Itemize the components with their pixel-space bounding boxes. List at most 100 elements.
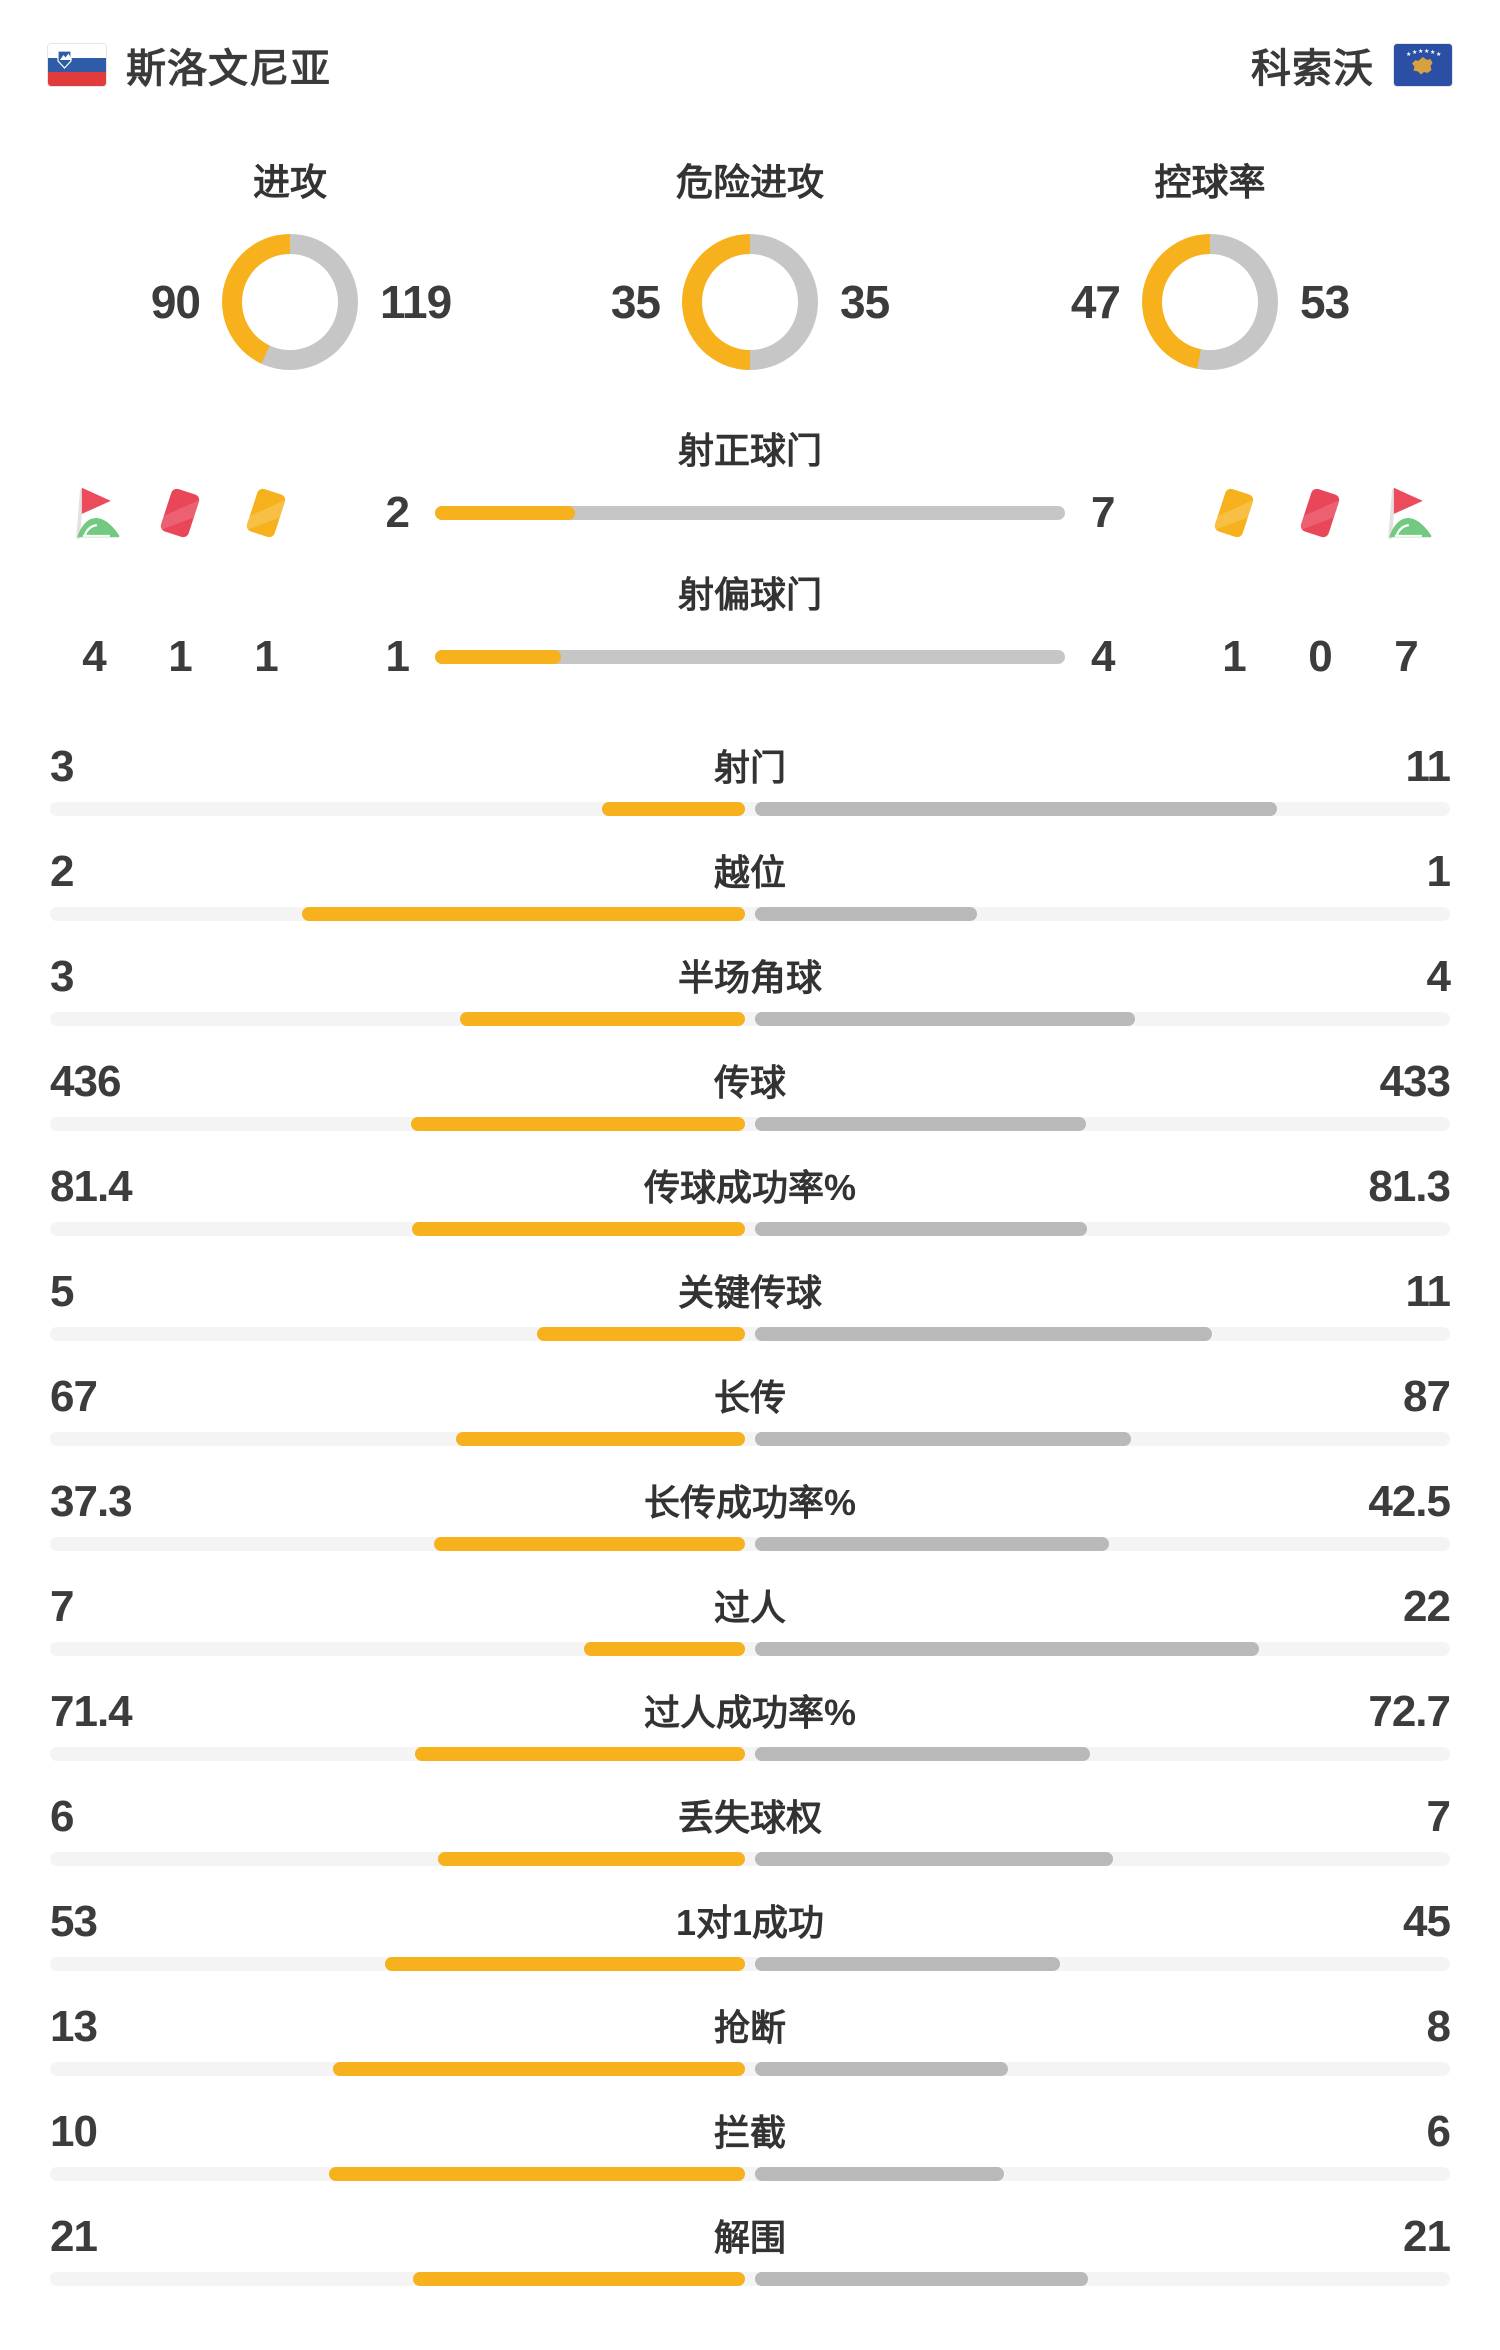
shots-off-target-away-value: 4 [1091, 632, 1115, 681]
stat-bar-track [50, 1327, 1450, 1341]
home-team-name: 斯洛文尼亚 [126, 47, 331, 91]
stat-bar-track [50, 907, 1450, 921]
team-home: 斯洛文尼亚 [48, 36, 331, 94]
stat-home-value: 3 [50, 952, 75, 1001]
shots-off-target-row: 4 1 1 1 4 1 0 7 [0, 624, 1500, 690]
stat-away-value: 11 [1405, 742, 1451, 791]
donut-home-value: 47 [1070, 276, 1121, 328]
donut-ring-chart [222, 234, 358, 370]
stat-row: 53 1对1成功 45 [50, 1897, 1451, 1971]
shots-on-target-home-value: 2 [385, 488, 410, 537]
stat-bar-track [50, 1222, 1450, 1236]
donut-home-value: 90 [150, 276, 201, 328]
stat-label: 传球成功率% [643, 1167, 857, 1208]
donut-row: 47 53 [1024, 234, 1396, 370]
slovenia-flag-icon [48, 44, 106, 86]
home-cards-icons [0, 481, 330, 545]
stat-home-value: 5 [50, 1267, 75, 1316]
stat-bar-away [755, 1117, 1087, 1131]
stat-away-value: 7 [1426, 1792, 1452, 1841]
donut-group: 控球率 47 53 [980, 152, 1440, 370]
stat-bar-home [412, 2272, 745, 2286]
shots-off-target-label: 射偏球门 [677, 574, 822, 615]
stat-away-value: 45 [1403, 1897, 1451, 1946]
donut-group: 危险进攻 35 35 [520, 152, 980, 370]
stat-bar-track [50, 1642, 1450, 1656]
stat-bar-home [329, 2167, 745, 2181]
stat-bar-track [50, 802, 1450, 816]
stats-section: 3 射门 11 2 越位 1 3 半场角球 4 [0, 742, 1500, 2286]
donut-group: 进攻 90 119 [60, 152, 520, 370]
donut-ring-chart [682, 234, 818, 370]
stat-label: 关键传球 [677, 1272, 823, 1313]
stat-home-value: 7 [50, 1582, 75, 1631]
stat-head: 7 过人 22 [50, 1582, 1451, 1632]
stat-label: 1对1成功 [675, 1902, 825, 1943]
stat-bar-home [455, 1432, 745, 1446]
shots-off-target-home-value: 1 [385, 632, 410, 681]
stat-head: 13 抢断 8 [50, 2002, 1451, 2052]
away-red-cards-count: 0 [1308, 632, 1332, 681]
home-cards-counts: 4 1 1 [0, 625, 330, 689]
stat-bar-track [50, 1957, 1450, 1971]
stat-bar-away [755, 2167, 1005, 2181]
red-card-icon [1292, 481, 1348, 545]
stat-bar-away [755, 1957, 1061, 1971]
stat-label: 长传 [713, 1377, 787, 1418]
away-cards-counts: 1 0 7 [1170, 625, 1500, 689]
stat-label: 拦截 [713, 2112, 787, 2153]
stat-bar-home [415, 1747, 745, 1761]
stat-label: 过人 [713, 1587, 787, 1628]
red-card-icon [152, 481, 208, 545]
stat-row: 81.4 传球成功率% 81.3 [50, 1162, 1451, 1236]
stat-away-value: 21 [1403, 2212, 1451, 2261]
stat-away-value: 11 [1405, 1267, 1451, 1316]
stat-bar-home [438, 1852, 745, 1866]
stat-bar-away [755, 907, 977, 921]
stat-bar-home [602, 802, 745, 816]
home-yellow-cards-count: 1 [254, 632, 278, 681]
stat-bar-track [50, 2167, 1450, 2181]
stat-label: 过人成功率% [643, 1692, 857, 1733]
stat-row: 6 丢失球权 7 [50, 1792, 1452, 1866]
stat-bar-home [434, 1537, 745, 1551]
stat-row: 3 半场角球 4 [50, 952, 1451, 1026]
stat-bar-track [50, 2062, 1450, 2076]
stat-label: 半场角球 [677, 957, 823, 998]
stat-head: 2 越位 1 [50, 847, 1451, 897]
donut-home-value: 35 [610, 276, 661, 328]
stat-bar-away [755, 1012, 1135, 1026]
stat-bar-away [755, 1642, 1260, 1656]
stat-head: 10 拦截 6 [50, 2107, 1452, 2157]
stat-home-value: 2 [50, 847, 75, 896]
shots-on-target-away-value: 7 [1091, 488, 1115, 537]
stat-home-value: 6 [50, 1792, 75, 1841]
corner-flag-icon [66, 481, 122, 545]
stat-label: 传球 [713, 1062, 787, 1103]
stat-row: 71.4 过人成功率% 72.7 [50, 1687, 1451, 1761]
stat-away-value: 433 [1379, 1057, 1451, 1106]
shots-off-target-bar-fill [435, 650, 561, 664]
svg-text:★: ★ [1412, 49, 1417, 56]
stat-home-value: 37.3 [50, 1477, 133, 1526]
stat-row: 7 过人 22 [50, 1582, 1451, 1656]
stat-bar-away [755, 1432, 1131, 1446]
stat-home-value: 21 [50, 2212, 98, 2261]
stat-bar-away [755, 1747, 1091, 1761]
shots-section: 射正球门 [0, 422, 1500, 690]
stat-head: 81.4 传球成功率% 81.3 [50, 1162, 1451, 1212]
stat-away-value: 72.7 [1368, 1687, 1451, 1736]
stat-row: 21 解围 21 [50, 2212, 1451, 2286]
stat-bar-away [755, 2272, 1088, 2286]
stat-home-value: 67 [50, 1372, 98, 1421]
stat-home-value: 71.4 [50, 1687, 133, 1736]
corner-flag-icon [1378, 481, 1434, 545]
stat-bar-home [301, 907, 745, 921]
donut-away-value: 119 [380, 276, 452, 328]
kosovo-flag-icon: ★ ★ ★ ★ ★ ★ [1394, 44, 1452, 86]
stat-away-value: 6 [1426, 2107, 1452, 2156]
yellow-card-icon [238, 481, 294, 545]
stat-bar-away [755, 1327, 1213, 1341]
away-corners-count: 7 [1394, 632, 1418, 681]
